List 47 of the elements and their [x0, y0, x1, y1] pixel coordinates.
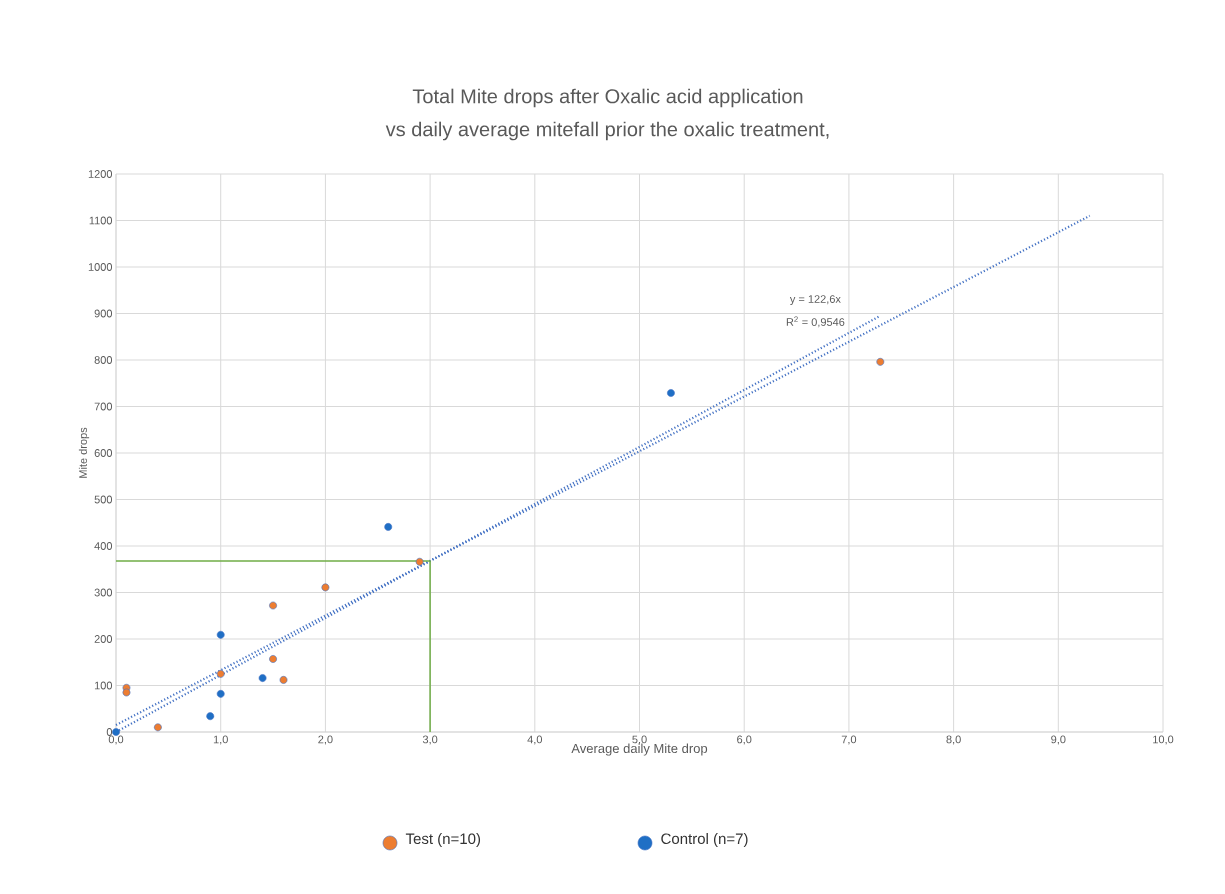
legend-label: Control (n=7) [661, 833, 748, 847]
x-tick-label: 10,0 [1153, 735, 1174, 745]
y-tick-label: 1200 [88, 170, 113, 178]
point [415, 557, 424, 566]
annotation: R$^{2}$ = 0,9546 [786, 316, 845, 328]
y-tick-label: 1000 [88, 263, 113, 271]
y-tick-label: 200 [94, 635, 113, 643]
point [667, 389, 675, 397]
x-axis-title: Average daily Mite drop [571, 743, 708, 756]
x-tick-label: 1,0 [213, 735, 228, 745]
point [216, 630, 225, 639]
y-tick-label: 600 [94, 449, 113, 457]
legend-label: Test (n=10) [405, 833, 481, 847]
point [153, 723, 162, 732]
y-axis-title: Mite drops [78, 427, 90, 478]
y-tick-label: 1100 [89, 216, 113, 225]
point [279, 676, 288, 684]
y-tick-label: 100 [94, 681, 113, 690]
point [876, 357, 885, 366]
y-tick-label: 700 [94, 402, 113, 411]
point [216, 669, 225, 678]
x-tick-label: 4,0 [527, 735, 543, 745]
y-tick-label: 300 [94, 588, 113, 597]
x-tick-label: 0,0 [108, 735, 124, 745]
x-tick-label: 2,0 [318, 735, 333, 745]
point [216, 689, 225, 698]
x-tick-label: 6,0 [737, 735, 752, 745]
point [269, 601, 277, 610]
x-tick-label: 7,0 [841, 735, 857, 745]
x-tick-label: 8,0 [946, 735, 961, 745]
point [258, 674, 267, 682]
point [122, 688, 131, 697]
x-tick-label: 5,0 [632, 735, 647, 745]
x-tick-label: 9,0 [1051, 735, 1066, 745]
point [384, 523, 393, 531]
point [269, 655, 277, 663]
chart-title: Total Mite drops after Oxalic acid application [412, 88, 803, 108]
chart-subtitle: vs daily average mitefall prior the oxalic treatment, [385, 121, 829, 141]
point [206, 712, 215, 721]
x-tick-label: 3,0 [422, 735, 438, 745]
y-tick-label: 400 [94, 542, 113, 550]
y-tick-label: 500 [94, 495, 113, 504]
annotation: y = 122,6x [789, 295, 841, 306]
y-tick-label: 900 [94, 309, 113, 318]
point [321, 583, 330, 592]
y-tick-label: 800 [94, 356, 113, 364]
y-tick-label: 0 [106, 728, 113, 736]
